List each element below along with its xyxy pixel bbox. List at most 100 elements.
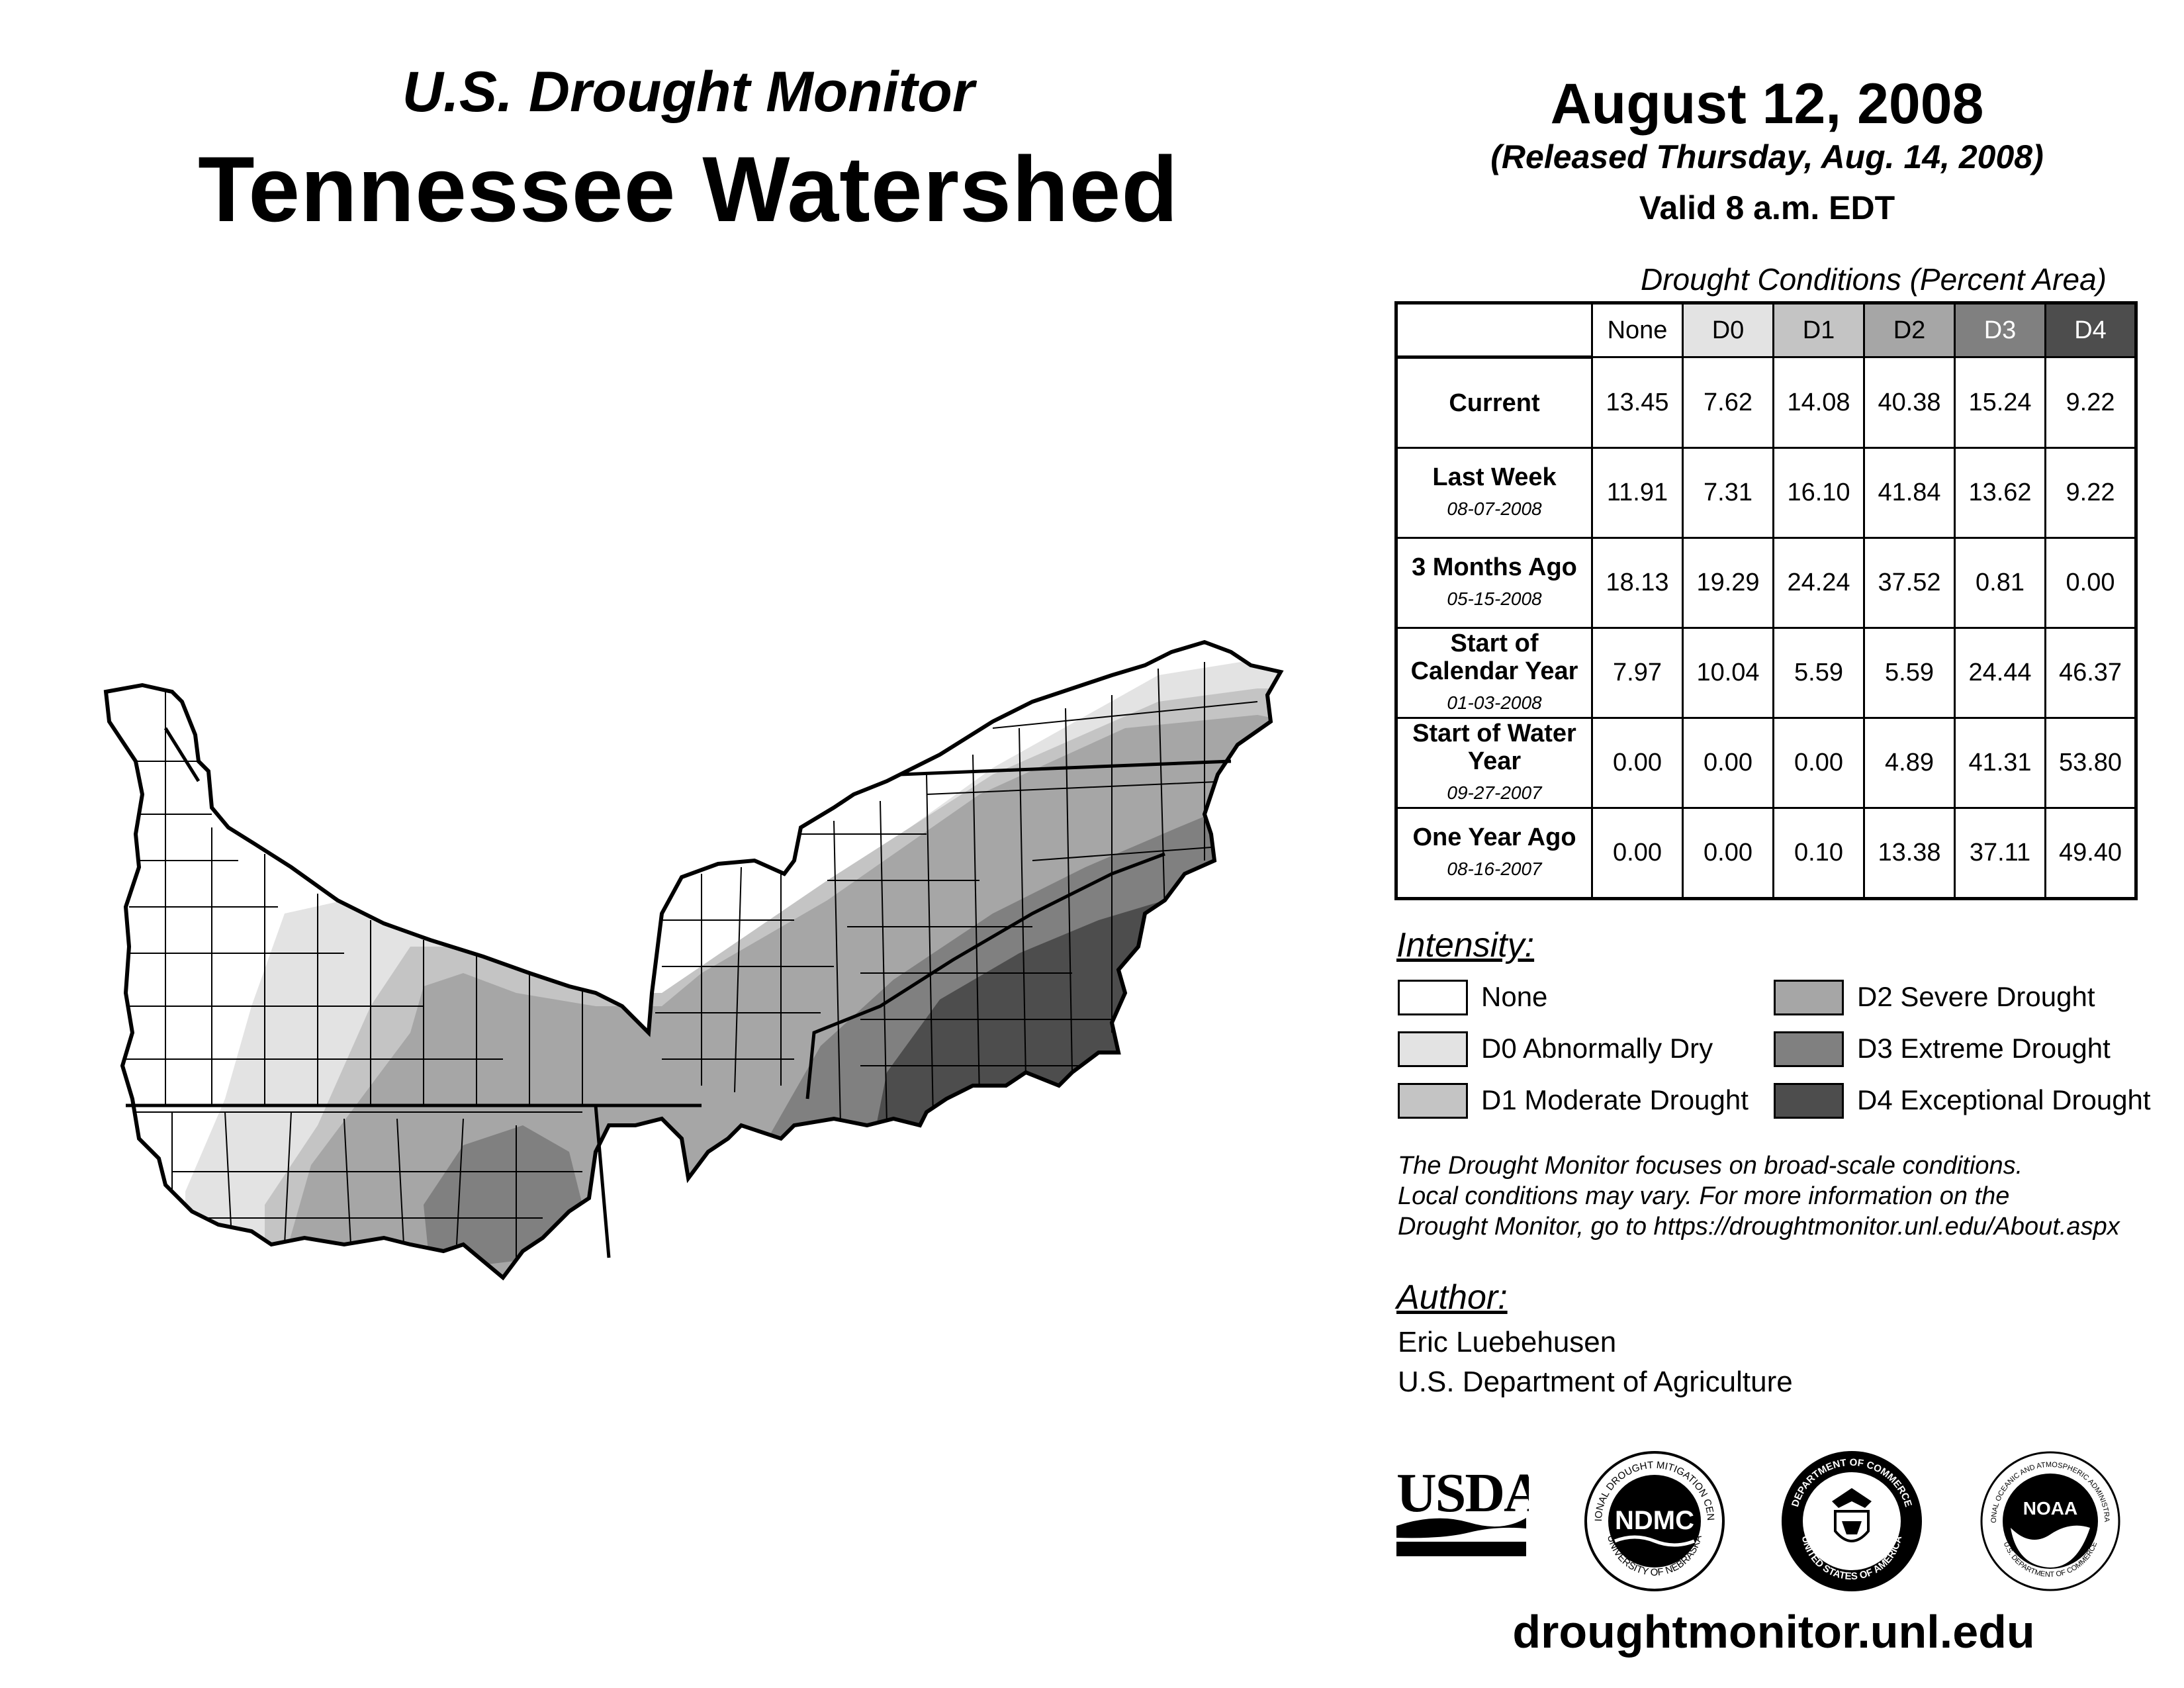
map-date: August 12, 2008 bbox=[1550, 72, 1984, 136]
disclaimer-note: The Drought Monitor focuses on broad-sca… bbox=[1398, 1150, 2179, 1242]
table-cell: 37.52 bbox=[1863, 537, 1956, 629]
map-subtitle: U.S. Drought Monitor bbox=[402, 60, 975, 124]
row-date: 09-27-2007 bbox=[1447, 782, 1542, 803]
row-date: 08-07-2008 bbox=[1447, 498, 1542, 519]
legend-swatch bbox=[1398, 1031, 1468, 1067]
eagle-icon bbox=[1832, 1488, 1872, 1508]
table-cell: 14.08 bbox=[1772, 356, 1865, 449]
table-cell: 5.59 bbox=[1772, 627, 1865, 719]
row-label-text: Start of Water Year bbox=[1412, 719, 1576, 775]
row-label: 3 Months Ago 05-15-2008 bbox=[1395, 537, 1593, 629]
noaa-logo: NATIONAL OCEANIC AND ATMOSPHERIC ADMINIS… bbox=[1978, 1448, 2120, 1591]
table-cell: 5.59 bbox=[1863, 627, 1956, 719]
author-org: U.S. Department of Agriculture bbox=[1398, 1366, 1793, 1398]
noaa-bird-icon bbox=[2011, 1525, 2090, 1568]
table-cell: 13.38 bbox=[1863, 807, 1956, 900]
row-label-text: 3 Months Ago bbox=[1412, 553, 1577, 581]
row-label: Current bbox=[1395, 356, 1593, 449]
row-date: 05-15-2008 bbox=[1447, 588, 1542, 609]
table-cell: 18.13 bbox=[1591, 537, 1684, 629]
legend-item-d2: D2 Severe Drought bbox=[1774, 980, 2158, 1017]
shield-icon bbox=[1834, 1510, 1870, 1542]
table-cell: 37.11 bbox=[1954, 807, 2046, 900]
legend-label: D0 Abnormally Dry bbox=[1481, 1033, 1713, 1064]
table-cell: 0.81 bbox=[1954, 537, 2046, 629]
table-row: 3 Months Ago 05-15-2008 18.13 19.29 24.24… bbox=[1395, 537, 2137, 629]
table-cell: 0.00 bbox=[1682, 807, 1774, 900]
table-cell: 41.84 bbox=[1863, 447, 1956, 539]
row-label-text: Last Week bbox=[1432, 463, 1557, 491]
row-date: 01-03-2008 bbox=[1447, 692, 1542, 713]
table-cell: 7.62 bbox=[1682, 356, 1774, 449]
area-d3-south bbox=[424, 1125, 582, 1271]
note-line: Drought Monitor, go to https://droughtmo… bbox=[1398, 1213, 2120, 1241]
table-caption: Drought Conditions (Percent Area) bbox=[1641, 262, 2107, 297]
county-boundaries bbox=[126, 662, 1258, 1258]
table-header-row: None D0 D1 D2 D3 D4 bbox=[1396, 302, 2137, 359]
legend-swatch bbox=[1774, 980, 1844, 1015]
valid-time: Valid 8 a.m. EDT bbox=[1639, 189, 1895, 226]
table-cell: 13.62 bbox=[1954, 447, 2046, 539]
row-label-text: One Year Ago bbox=[1412, 823, 1576, 851]
col-header-d3: D3 bbox=[1954, 302, 2046, 358]
ndmc-wave-icon bbox=[1614, 1535, 1695, 1547]
legend-swatch bbox=[1774, 1031, 1844, 1067]
state-boundaries bbox=[126, 727, 1232, 1258]
table-cell: 0.00 bbox=[1591, 717, 1684, 809]
legend-label: D3 Extreme Drought bbox=[1857, 1033, 2111, 1064]
table-corner bbox=[1396, 303, 1593, 359]
table-cell: 9.22 bbox=[2044, 356, 2137, 449]
legend-label: D2 Severe Drought bbox=[1857, 981, 2095, 1012]
table-cell: 16.10 bbox=[1772, 447, 1865, 539]
table-cell: 7.31 bbox=[1682, 447, 1774, 539]
table-cell: 46.37 bbox=[2044, 627, 2137, 719]
table-cell: 15.24 bbox=[1954, 356, 2046, 449]
table-cell: 13.45 bbox=[1591, 356, 1684, 449]
ndmc-logo-text: NDMC bbox=[1615, 1506, 1694, 1535]
map-title: Tennessee Watershed bbox=[198, 137, 1179, 241]
note-line: Local conditions may vary. For more info… bbox=[1398, 1182, 2010, 1210]
table-cell: 7.97 bbox=[1591, 627, 1684, 719]
row-date: 08-16-2007 bbox=[1447, 858, 1542, 879]
table-row: Current 13.45 7.62 14.08 40.38 15.24 9.2… bbox=[1395, 356, 2137, 449]
table-cell: 4.89 bbox=[1863, 717, 1956, 809]
row-label: Start of Calendar Year 01-03-2008 bbox=[1395, 627, 1593, 719]
table-cell: 0.00 bbox=[1591, 807, 1684, 900]
release-date: (Released Thursday, Aug. 14, 2008) bbox=[1490, 138, 2044, 175]
legend-label: D1 Moderate Drought bbox=[1481, 1084, 1749, 1115]
legend-swatch bbox=[1398, 980, 1468, 1015]
drought-shading bbox=[106, 642, 1281, 1278]
website-link[interactable]: droughtmonitor.unl.edu bbox=[1512, 1606, 2035, 1658]
table-cell: 0.10 bbox=[1772, 807, 1865, 900]
usda-swoosh-icon bbox=[1396, 1518, 1526, 1538]
legend-item-d0: D0 Abnormally Dry bbox=[1398, 1031, 1742, 1068]
usda-logo: USDA bbox=[1396, 1462, 1529, 1556]
col-header-d1: D1 bbox=[1772, 302, 1865, 358]
ndmc-logo: NATIONAL DROUGHT MITIGATION CENTER UNIVE… bbox=[1582, 1448, 1725, 1591]
drought-conditions-table: None D0 D1 D2 D3 D4 Current 13.45 7.62 1… bbox=[1394, 301, 2138, 900]
legend-heading: Intensity: bbox=[1396, 926, 1535, 964]
legend-item-d4: D4 Exceptional Drought bbox=[1774, 1083, 2171, 1120]
table-cell: 53.80 bbox=[2044, 717, 2137, 809]
row-label-text: Start of Calendar Year bbox=[1410, 629, 1578, 685]
table-cell: 24.44 bbox=[1954, 627, 2046, 719]
table-row: Start of Water Year 09-27-2007 0.00 0.00 … bbox=[1395, 717, 2137, 809]
table-cell: 11.91 bbox=[1591, 447, 1684, 539]
legend-swatch bbox=[1774, 1083, 1844, 1119]
table-cell: 40.38 bbox=[1863, 356, 1956, 449]
table-row: One Year Ago 08-16-2007 0.00 0.00 0.10 13… bbox=[1395, 807, 2137, 900]
legend-item-d3: D3 Extreme Drought bbox=[1774, 1031, 2158, 1068]
row-label: One Year Ago 08-16-2007 bbox=[1395, 807, 1593, 900]
table-cell: 41.31 bbox=[1954, 717, 2046, 809]
legend-swatch bbox=[1398, 1083, 1468, 1119]
table-cell: 49.40 bbox=[2044, 807, 2137, 900]
noaa-logo-text: NOAA bbox=[2023, 1498, 2077, 1519]
row-label-text: Current bbox=[1449, 389, 1540, 417]
author-name: Eric Luebehusen bbox=[1398, 1326, 1617, 1358]
table-row: Last Week 08-07-2008 11.91 7.31 16.10 41.… bbox=[1395, 447, 2137, 539]
legend-label: None bbox=[1481, 981, 1548, 1012]
legend-label: D4 Exceptional Drought bbox=[1857, 1084, 2151, 1115]
commerce-logo: DEPARTMENT OF COMMERCE UNITED STATES OF … bbox=[1782, 1451, 1922, 1591]
table-cell: 0.00 bbox=[1682, 717, 1774, 809]
ship-icon bbox=[1842, 1521, 1862, 1534]
